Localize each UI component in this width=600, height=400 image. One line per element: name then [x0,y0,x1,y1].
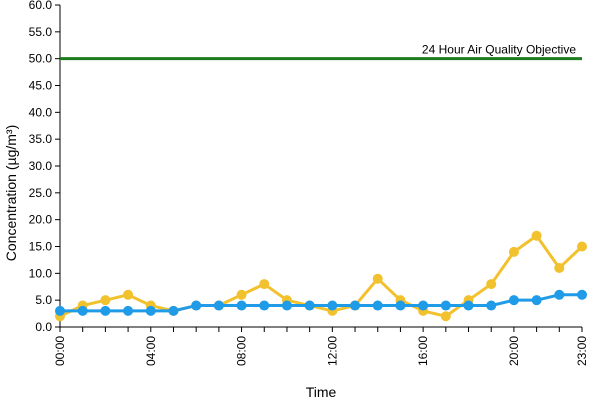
series-2-point [77,305,88,316]
y-tick-label: 5.0 [35,293,52,307]
series-2-point [191,300,202,311]
x-tick-label: 04:00 [144,336,158,366]
y-tick-label: 35.0 [29,132,53,146]
series-2-point [100,305,111,316]
y-tick-label: 45.0 [29,79,53,93]
y-tick-label: 40.0 [29,105,53,119]
series-2-point [554,289,565,300]
x-tick-label: 08:00 [235,336,249,366]
x-tick-label: 16:00 [416,336,430,366]
series-2-point [145,305,156,316]
y-tick-label: 15.0 [29,240,53,254]
series-2-point [55,305,65,316]
x-tick-label: 20:00 [507,336,521,366]
y-tick-label: 0.0 [35,320,52,334]
y-tick-label: 50.0 [29,52,53,66]
x-tick-label: 12:00 [325,336,339,366]
series-1-point [236,289,247,300]
series-2-point [418,300,429,311]
y-tick-label: 10.0 [29,266,53,280]
series-2-point [395,300,406,311]
x-tick-label: 00:00 [53,336,67,366]
series-2-point [577,289,587,300]
y-tick-label: 55.0 [29,25,53,39]
series-1-point [486,279,497,290]
series-1-point [531,230,542,241]
series-2-point [236,300,247,311]
y-tick-label: 30.0 [29,159,53,173]
series-1-point [372,273,383,284]
x-axis-title: Time [306,384,337,400]
series-2-point [508,295,519,306]
series-2-point [372,300,383,311]
y-tick-label: 60.0 [29,0,53,12]
series-1-point [100,295,111,306]
series-2-point [281,300,292,311]
series-2-point [440,300,451,311]
series-1-point [123,289,134,300]
series-1-point [554,262,565,273]
series-2-point [531,295,542,306]
series-2-point [486,300,497,311]
series-2-point [350,300,361,311]
series-2-point [327,300,338,311]
series-2-point [168,305,179,316]
series-2-point [259,300,270,311]
x-tick-label: 23:00 [575,336,589,366]
y-tick-label: 25.0 [29,186,53,200]
series-2-point [123,305,134,316]
series-2-point [463,300,474,311]
series-1-point [508,246,519,257]
series-2-point [213,300,224,311]
reference-line-label: 24 Hour Air Quality Objective [422,43,576,57]
y-axis-title: Concentration (µg/m³) [3,125,19,261]
series-1-point [440,311,451,322]
y-tick-label: 20.0 [29,213,53,227]
series-1-point [577,241,587,252]
series-2-point [304,300,315,311]
series-1-point [259,279,270,290]
